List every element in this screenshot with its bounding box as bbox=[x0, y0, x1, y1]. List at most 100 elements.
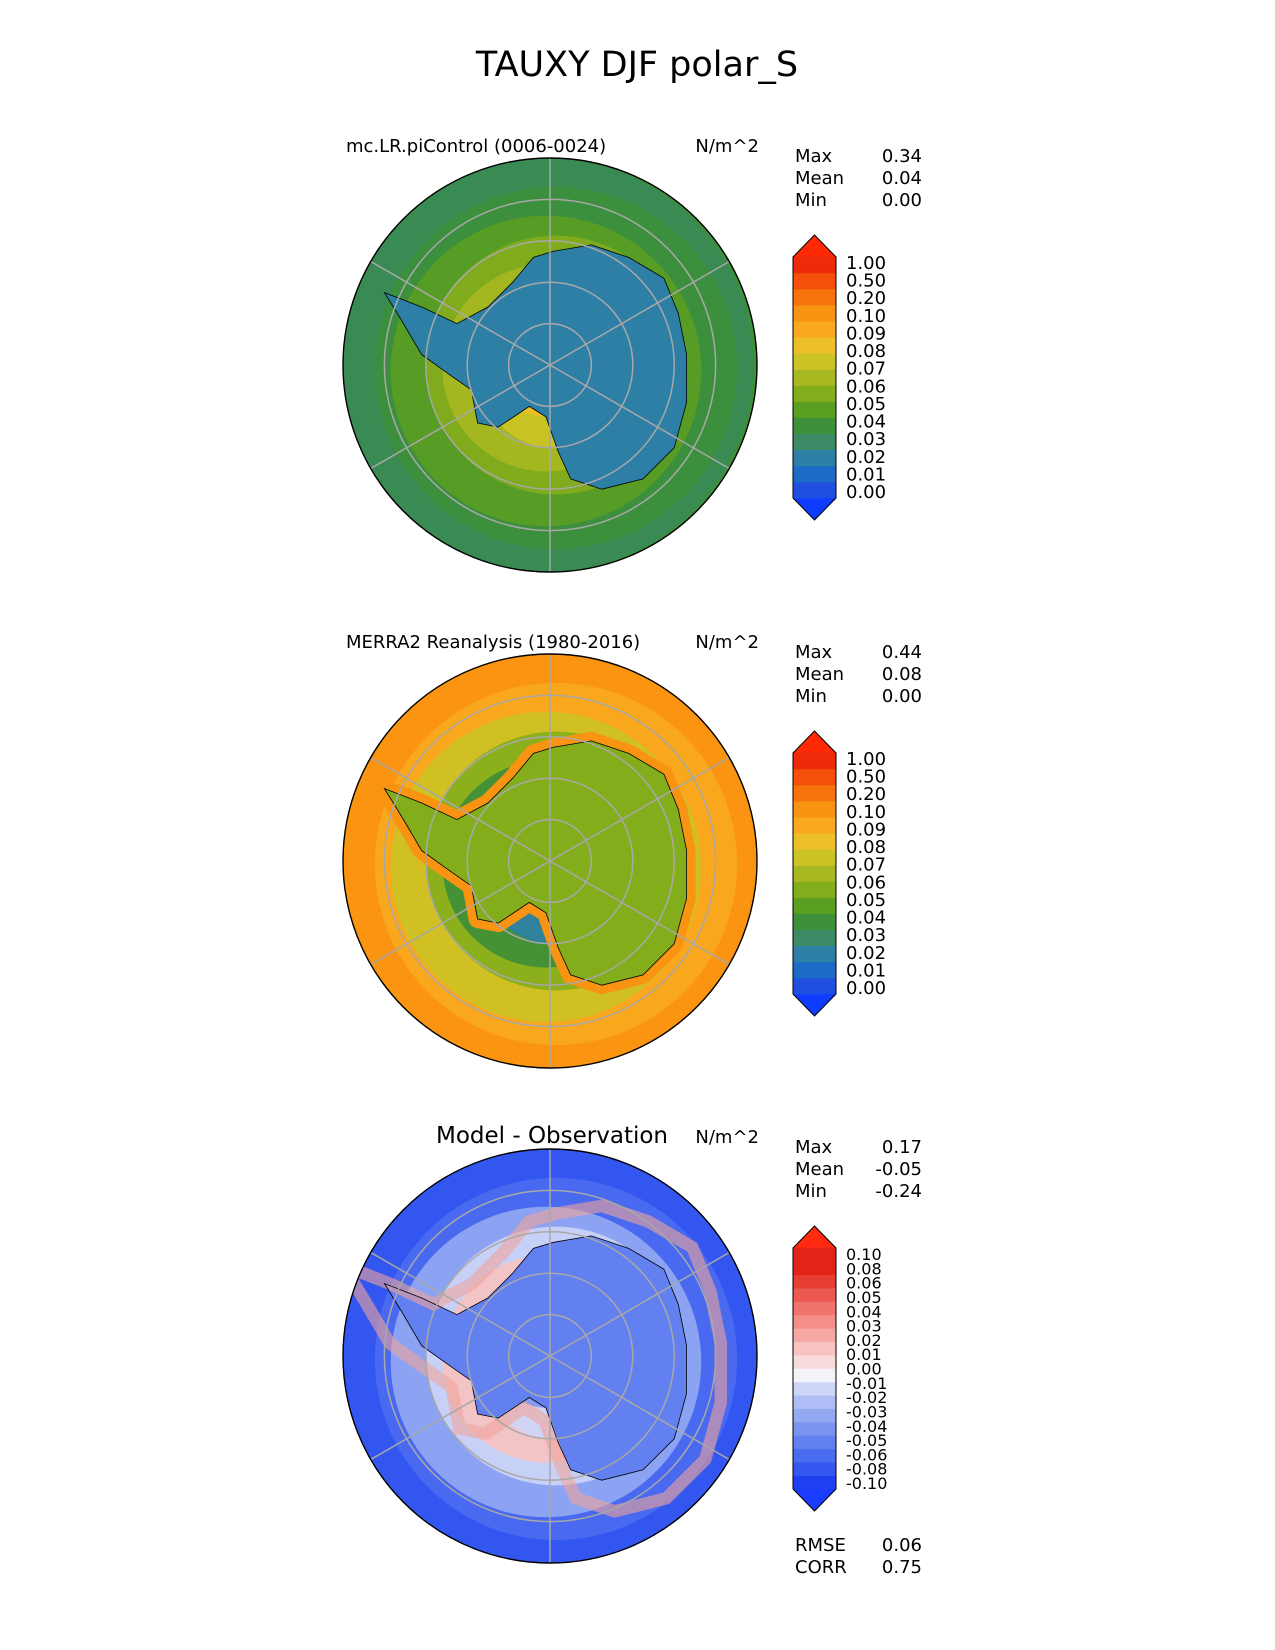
stat-value-mean: 0.04 bbox=[882, 168, 922, 189]
colorbar-swatch bbox=[793, 816, 836, 834]
stat-label-mean: Mean bbox=[795, 1159, 844, 1180]
footer-stat-label-corr: CORR bbox=[795, 1557, 847, 1578]
colorbar-tick-label: -0.05 bbox=[846, 1431, 887, 1450]
units-label: N/m^2 bbox=[695, 632, 759, 653]
colorbar-tick-label: 0.06 bbox=[846, 376, 886, 397]
stat-value-max: 0.44 bbox=[882, 642, 922, 663]
stat-value-max: 0.34 bbox=[882, 146, 922, 167]
stat-label-min: Min bbox=[795, 1181, 827, 1202]
colorbar-under-cap bbox=[793, 994, 836, 1016]
panels: mc.LR.piControl (0006-0024) N/m^2 Max 0.34 M… bbox=[342, 136, 922, 1578]
stat-label-min: Min bbox=[795, 190, 827, 211]
colorbar-tick-label: 0.02 bbox=[846, 943, 886, 964]
colorbar-tick-label: 0.04 bbox=[846, 412, 886, 433]
colorbar-tick-label: 0.20 bbox=[846, 784, 886, 805]
colorbar-tick-label: 0.08 bbox=[846, 837, 886, 858]
colorbar-tick-label: 0.06 bbox=[846, 872, 886, 893]
meridian-line bbox=[370, 1355, 551, 1461]
polar-map bbox=[343, 1149, 757, 1563]
colorbar-tick-label: 0.02 bbox=[846, 1331, 882, 1350]
colorbar-tick-label: 0.05 bbox=[846, 890, 886, 911]
map-boundary bbox=[342, 157, 758, 573]
colorbar-swatch bbox=[793, 961, 836, 979]
colorbar-tick-label: 0.00 bbox=[846, 1360, 882, 1379]
colorbar-swatch bbox=[793, 1448, 836, 1463]
colorbar: 0.000.010.020.030.040.050.060.070.080.09… bbox=[792, 730, 886, 1017]
panel-1: mc.LR.piControl (0006-0024) N/m^2 Max 0.34 M… bbox=[342, 136, 922, 573]
colorbar-tick-label: 1.00 bbox=[846, 253, 886, 274]
meridian-line bbox=[549, 860, 730, 966]
colorbar-swatch bbox=[793, 1261, 836, 1276]
colorbar-swatch bbox=[793, 256, 836, 274]
stat-value-min: 0.00 bbox=[882, 686, 922, 707]
colorbar-tick-label: -0.08 bbox=[846, 1460, 887, 1479]
stat-label-max: Max bbox=[795, 642, 833, 663]
colorbar-over-cap bbox=[793, 235, 836, 257]
colorbar-swatch bbox=[793, 1475, 836, 1490]
colorbar-tick-label: 0.01 bbox=[846, 464, 886, 485]
colorbar-swatch bbox=[793, 481, 836, 499]
stat-label-mean: Mean bbox=[795, 168, 844, 189]
colorbar-swatch bbox=[793, 401, 836, 418]
colorbar-swatch bbox=[793, 304, 836, 322]
colorbar-outline bbox=[792, 730, 837, 1017]
colorbar-swatch bbox=[793, 417, 836, 435]
colorbar-outline bbox=[792, 1225, 837, 1512]
stat-label-max: Max bbox=[795, 146, 833, 167]
colorbar-tick-label: 0.08 bbox=[846, 341, 886, 362]
colorbar-swatch bbox=[793, 1314, 836, 1329]
colorbar-swatch bbox=[793, 1408, 836, 1423]
colorbar-tick-label: 0.50 bbox=[846, 767, 886, 788]
colorbar-swatch bbox=[793, 800, 836, 818]
colorbar-swatch bbox=[793, 320, 836, 338]
footer-stat-value-rmse: 0.06 bbox=[882, 1535, 922, 1556]
colorbar-swatch bbox=[793, 433, 836, 451]
colorbar-tick-label: 0.07 bbox=[846, 359, 886, 380]
colorbar-swatch bbox=[793, 865, 836, 882]
colorbar-under-cap bbox=[793, 1489, 836, 1511]
colorbar-tick-label: 0.07 bbox=[846, 855, 886, 876]
colorbar-tick-label: 0.09 bbox=[846, 819, 886, 840]
coastline bbox=[383, 1235, 687, 1481]
stat-value-max: 0.17 bbox=[882, 1137, 922, 1158]
stat-value-min: 0.00 bbox=[882, 190, 922, 211]
colorbar-swatch bbox=[793, 849, 836, 866]
colorbar-tick-label: 0.50 bbox=[846, 271, 886, 292]
meridian-line bbox=[549, 1355, 730, 1461]
colorbar-tick-label: 0.10 bbox=[846, 802, 886, 823]
colorbar-swatch bbox=[793, 977, 836, 995]
colorbar-tick-label: 0.05 bbox=[846, 394, 886, 415]
colorbar-tick-label: -0.10 bbox=[846, 1474, 887, 1493]
stat-value-min: -0.24 bbox=[875, 1181, 922, 1202]
colorbar-tick-label: 0.02 bbox=[846, 447, 886, 468]
polar-map bbox=[343, 654, 757, 1068]
meridian-line bbox=[549, 260, 730, 366]
colorbar-swatch bbox=[793, 784, 836, 802]
figure-title: TAUXY DJF polar_S bbox=[475, 45, 798, 85]
colorbar-tick-label: 0.10 bbox=[846, 306, 886, 327]
meridian-line bbox=[370, 756, 551, 862]
colorbar-swatch bbox=[793, 1461, 836, 1476]
colorbar-tick-label: 0.01 bbox=[846, 1345, 882, 1364]
colorbar-swatch bbox=[793, 449, 836, 467]
colorbar-swatch bbox=[793, 768, 836, 786]
colorbar-tick-label: 0.09 bbox=[846, 323, 886, 344]
colorbar-tick-label: 0.00 bbox=[846, 978, 886, 999]
meridian-line bbox=[370, 860, 551, 966]
colorbar-tick-label: 0.03 bbox=[846, 925, 886, 946]
colorbar-under-cap bbox=[793, 498, 836, 520]
panel-3: Model - Observation N/m^2 Max 0.17 Mean -0.05… bbox=[342, 1123, 922, 1578]
panel-title: MERRA2 Reanalysis (1980-2016) bbox=[346, 632, 640, 653]
colorbar-swatch bbox=[793, 385, 836, 402]
colorbar-swatch bbox=[793, 465, 836, 483]
colorbar-swatch bbox=[793, 1341, 836, 1356]
meridian-line bbox=[549, 1251, 730, 1357]
panel-title: mc.LR.piControl (0006-0024) bbox=[346, 136, 606, 157]
polar-map bbox=[343, 158, 757, 572]
colorbar-swatch bbox=[793, 897, 836, 914]
colorbar-swatch bbox=[793, 1394, 836, 1409]
colorbar-tick-label: 0.05 bbox=[846, 1288, 882, 1307]
colorbar-swatch bbox=[793, 929, 836, 947]
stat-label-mean: Mean bbox=[795, 664, 844, 685]
